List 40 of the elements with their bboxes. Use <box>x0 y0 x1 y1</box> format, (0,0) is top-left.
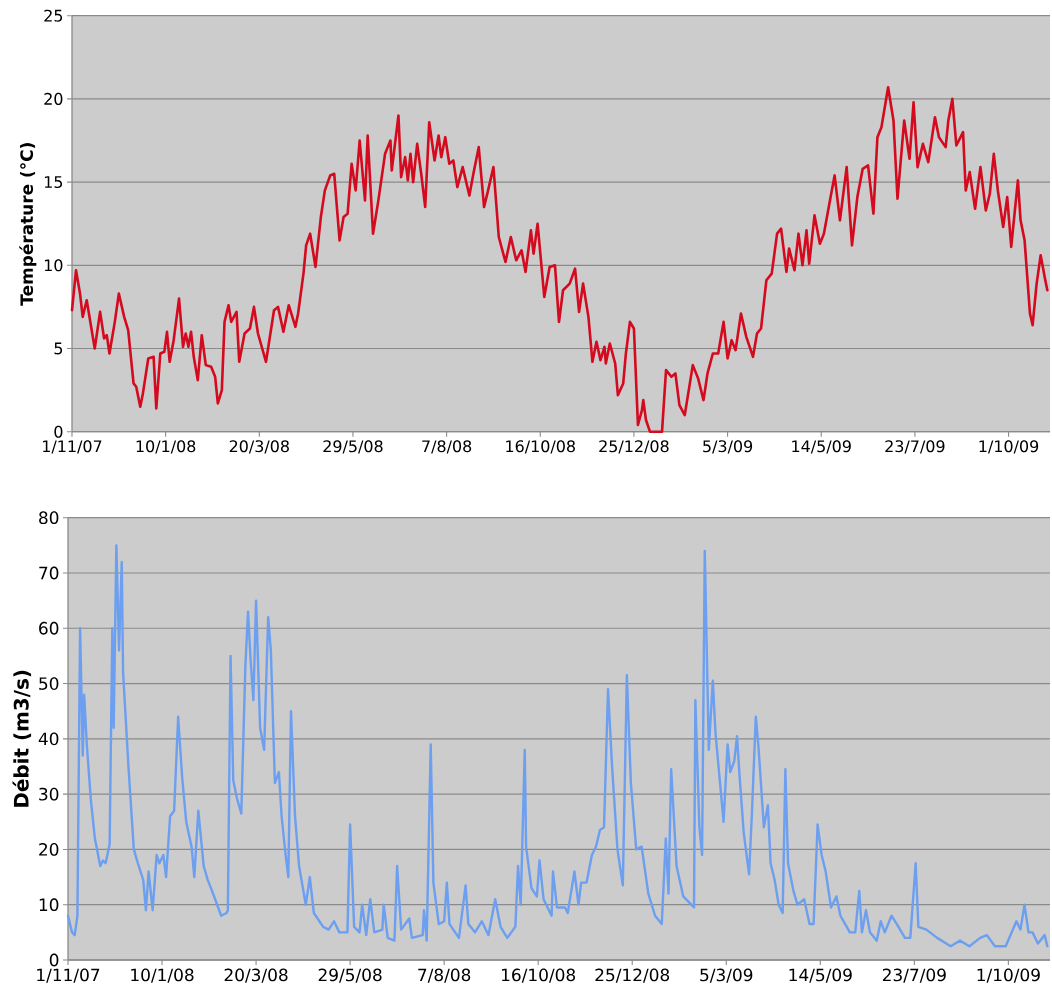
x-tick-label: 7/8/08 <box>422 440 472 454</box>
y-tick-label: 15 <box>44 176 63 189</box>
y-tick-label: 50 <box>39 677 59 690</box>
x-tick-label: 20/3/08 <box>224 968 288 983</box>
x-tick-label: 16/10/08 <box>502 968 576 983</box>
x-tick-label: 7/8/08 <box>418 968 471 983</box>
y-tick-label: 10 <box>44 259 63 272</box>
y-tick-label: 0 <box>49 953 59 967</box>
x-tick-label: 16/10/08 <box>506 440 575 454</box>
y-tick-label: 20 <box>44 92 63 105</box>
x-tick-label: 23/7/09 <box>882 968 946 983</box>
x-tick-label: 1/10/09 <box>977 968 1040 983</box>
x-tick-label: 5/3/09 <box>700 968 753 983</box>
x-tick-label: 5/3/09 <box>703 440 753 454</box>
x-tick-label: 1/11/07 <box>37 968 100 983</box>
y-tick-label: 30 <box>39 787 59 801</box>
y-tick-label: 0 <box>54 425 63 438</box>
x-tick-label: 10/1/08 <box>136 440 196 454</box>
x-tick-label: 10/1/08 <box>131 968 194 983</box>
x-tick-label: 25/12/08 <box>595 968 670 983</box>
x-tick-label: 1/11/07 <box>43 440 102 454</box>
y-tick-label: 20 <box>39 843 59 856</box>
y-tick-label: 70 <box>39 566 59 580</box>
y-axis-title: Température (°C) <box>19 143 37 306</box>
x-tick-label: 14/5/09 <box>789 968 852 983</box>
line-series <box>66 544 1049 948</box>
y-tick-label: 5 <box>54 342 63 355</box>
y-tick-label: 60 <box>39 621 59 635</box>
y-axis-title: Débit (m3/s) <box>12 670 32 807</box>
x-tick-label: 1/10/09 <box>979 440 1039 454</box>
x-tick-label: 29/5/08 <box>318 968 382 983</box>
y-tick-label: 10 <box>39 898 59 912</box>
y-tick-label: 80 <box>39 511 59 525</box>
y-tick-label: 25 <box>44 9 63 22</box>
x-tick-label: 29/5/08 <box>323 440 383 454</box>
x-tick-label: 23/7/09 <box>885 440 945 454</box>
x-tick-label: 20/3/08 <box>229 440 289 454</box>
y-tick-label: 40 <box>38 732 59 746</box>
x-tick-label: 25/12/08 <box>599 440 669 454</box>
x-tick-label: 14/5/09 <box>792 440 851 454</box>
